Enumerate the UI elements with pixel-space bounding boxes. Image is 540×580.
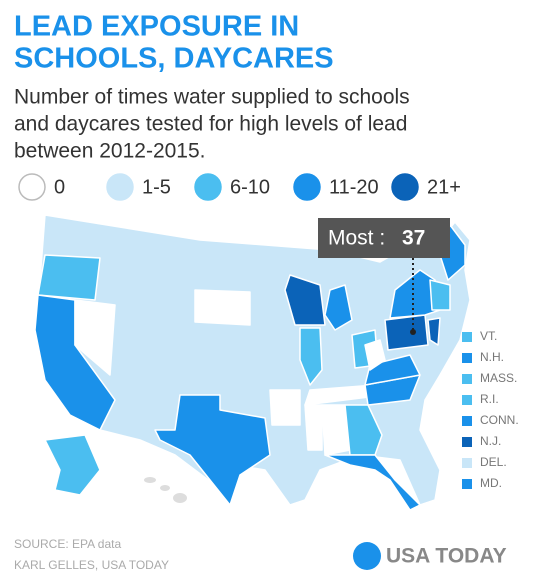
state [299,327,323,386]
logo-mark [353,542,381,570]
callout-dot [410,329,416,335]
legend-swatch [18,173,46,201]
state [384,314,429,351]
legend-label: 11-20 [329,176,379,198]
state-swatch [462,458,472,468]
callout-value: 37 [402,227,425,250]
subtitle-line: Number of times water supplied to school… [14,86,410,109]
state [324,284,353,331]
state [344,404,383,456]
state [364,354,421,386]
state-label: MASS. [480,371,517,385]
state-swatch [462,479,472,489]
state [304,404,323,451]
state [324,454,421,511]
legend-swatch [106,173,134,201]
state-label: R.I. [480,392,499,406]
credit: KARL GELLES, USA TODAY [14,558,169,572]
state-label: N.J. [480,434,501,448]
state-label: VT. [480,329,497,343]
state-swatch [462,332,472,342]
state-swatch [462,437,472,447]
state [364,339,386,371]
state-label: N.H. [480,350,504,364]
state-swatch [462,353,472,363]
state [37,254,101,301]
logo-text: USA TODAY [386,545,507,568]
legend-swatch [194,173,222,201]
state [74,299,116,376]
legend-swatch [293,173,321,201]
hawaii [160,485,170,491]
state-swatch [462,374,472,384]
state-label: MD. [480,476,502,490]
legend-label: 21+ [427,176,461,198]
title-line: LEAD EXPOSURE IN [14,11,299,43]
legend-label: 6-10 [230,176,270,198]
state-label: CONN. [480,413,519,427]
callout-label: Most : [328,227,385,250]
state [194,289,251,326]
state-swatch [462,395,472,405]
title-line: SCHOOLS, DAYCARES [14,43,334,75]
state-swatch [462,416,472,426]
callout-box [318,218,450,258]
us-map [34,214,471,511]
state [44,434,101,496]
state [284,274,326,326]
subtitle-line: between 2012-2015. [14,140,206,163]
state-label: DEL. [480,455,507,469]
legend-label: 1-5 [142,176,171,198]
subtitle-line: and daycares tested for high levels of l… [14,113,407,136]
state [269,389,301,426]
source: SOURCE: EPA data [14,537,121,551]
hawaii [144,477,156,483]
hawaii [173,493,187,503]
state [429,279,451,311]
state [154,394,271,506]
legend-label: 0 [54,176,65,198]
legend-swatch [391,173,419,201]
state [427,317,441,346]
